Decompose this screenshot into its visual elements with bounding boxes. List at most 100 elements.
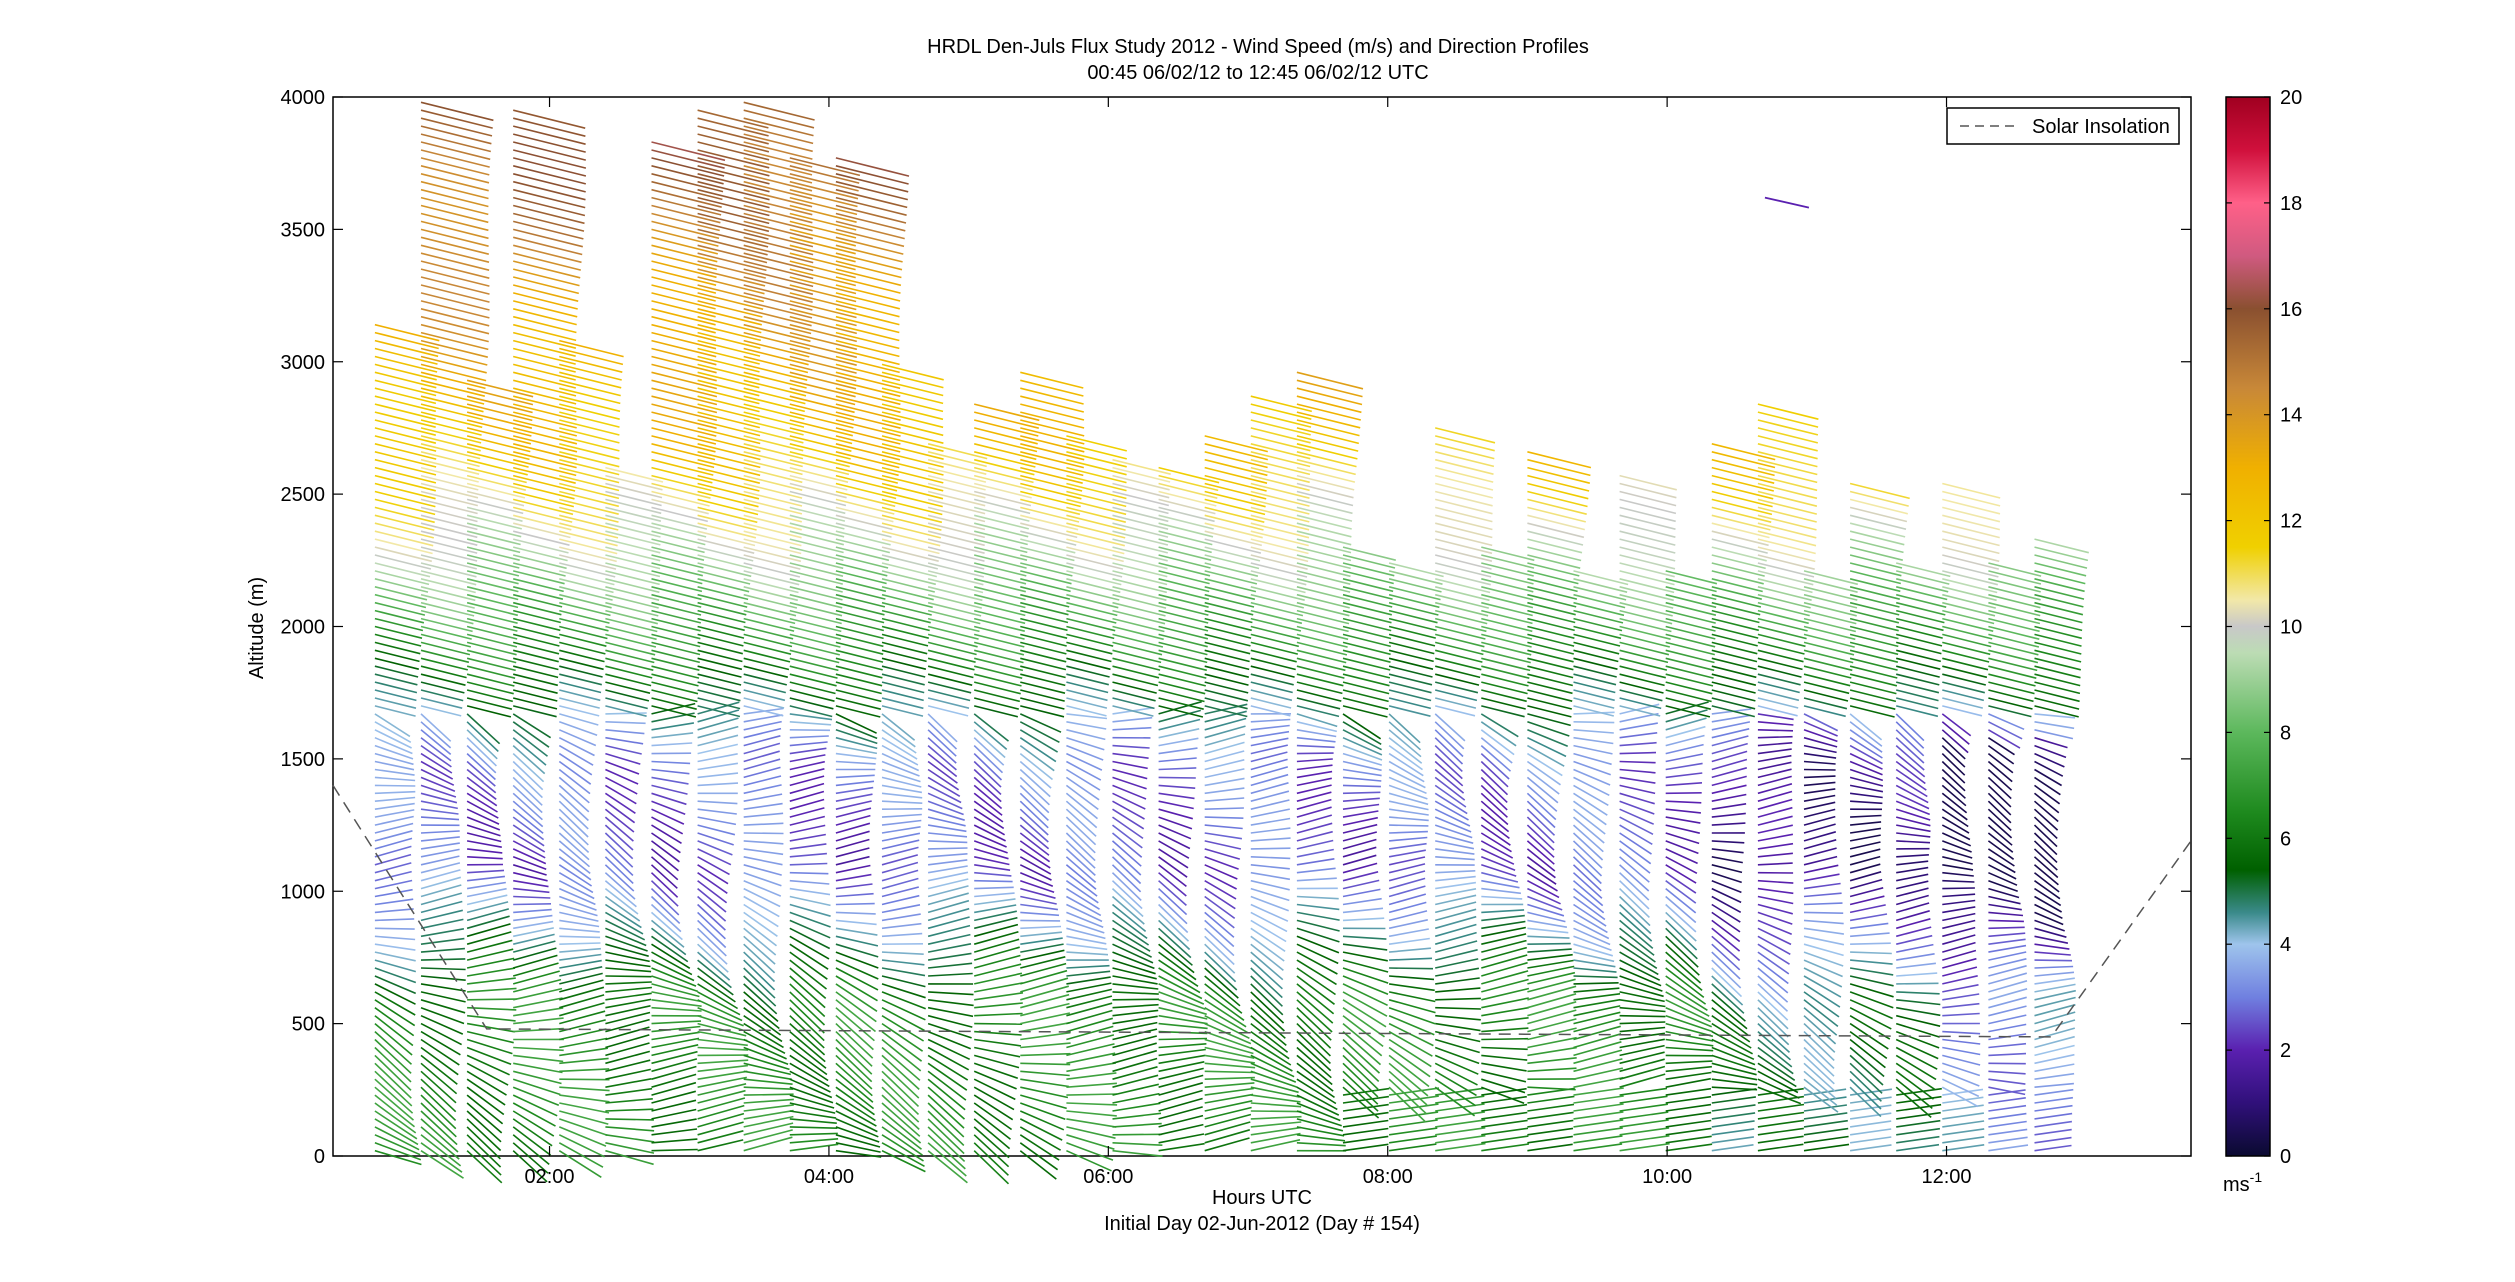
- legend-frame: [1946, 107, 2180, 145]
- wind-barb: [1942, 1128, 1985, 1136]
- wind-barb: [1296, 830, 1333, 842]
- wind-barb: [881, 1078, 920, 1115]
- wind-barb: [1112, 617, 1165, 633]
- wind-barb: [1066, 697, 1108, 709]
- wind-barb: [1250, 570, 1307, 586]
- wind-barb: [2034, 1072, 2075, 1080]
- wind-barb: [1481, 697, 1526, 710]
- wind-barb: [1896, 943, 1934, 953]
- wind-barb: [1158, 506, 1215, 523]
- wind-barb: [927, 625, 979, 640]
- wind-barb: [1435, 522, 1493, 539]
- wind-barb: [1757, 530, 1817, 547]
- wind-barb: [927, 1110, 965, 1146]
- wind-barb: [651, 824, 682, 844]
- wind-barb: [605, 951, 650, 963]
- wind-barb: [1434, 760, 1464, 787]
- wind-barb: [1158, 466, 1220, 484]
- wind-barb: [1296, 609, 1350, 625]
- wind-barb: [927, 641, 977, 656]
- wind-barb: [1895, 808, 1931, 821]
- wind-barb: [1388, 885, 1426, 898]
- wind-barb: [1803, 601, 1857, 617]
- wind-barb: [1942, 578, 1998, 594]
- wind-barb: [1942, 949, 1977, 961]
- wind-barb: [1204, 999, 1247, 1028]
- wind-barb: [1526, 864, 1557, 885]
- wind-barb: [743, 593, 798, 609]
- wind-barb: [651, 482, 711, 499]
- wind-barb: [420, 276, 490, 295]
- wind-barb: [1250, 935, 1285, 962]
- wind-barb: [651, 363, 717, 382]
- wind-barb: [835, 814, 871, 826]
- wind-barb: [651, 951, 693, 976]
- wind-barb: [513, 427, 578, 445]
- wind-barb: [789, 1132, 838, 1136]
- wind-barb: [789, 999, 825, 1034]
- wind-barb: [1757, 729, 1794, 732]
- wind-barb: [1573, 1103, 1624, 1112]
- wind-barb: [1711, 803, 1747, 810]
- wind-barb: [789, 649, 840, 664]
- wind-barb: [1435, 881, 1477, 890]
- wind-barb: [604, 784, 637, 805]
- wind-barb: [1481, 987, 1530, 1001]
- wind-barb: [374, 530, 434, 547]
- wind-barb: [1803, 1086, 1839, 1113]
- wind-barb: [2034, 649, 2082, 663]
- wind-barb: [697, 824, 736, 836]
- wind-barb: [1065, 792, 1099, 820]
- wind-barb: [1896, 999, 1941, 1006]
- wind-barb: [1711, 443, 1776, 461]
- wind-barb: [1204, 768, 1245, 779]
- wind-barb: [1388, 689, 1432, 702]
- wind-barb: [513, 649, 559, 663]
- wind-barb: [1020, 969, 1068, 985]
- wind-barb: [467, 869, 505, 874]
- wind-barb: [1112, 681, 1157, 694]
- wind-barb: [1204, 880, 1237, 900]
- wind-barb: [1757, 748, 1792, 755]
- wind-barb: [1619, 705, 1661, 717]
- wind-barb: [1204, 506, 1265, 523]
- wind-barb: [1158, 975, 1203, 1000]
- wind-barb: [789, 887, 831, 896]
- wind-barb: [881, 395, 944, 413]
- wind-barb: [651, 196, 722, 216]
- wind-barb: [374, 546, 432, 563]
- wind-barb: [1942, 1112, 1985, 1120]
- wind-barb: [1527, 903, 1565, 917]
- wind-barb: [2034, 1096, 2074, 1104]
- wind-barb: [881, 443, 944, 460]
- wind-barb: [697, 967, 734, 996]
- wind-barb: [1066, 681, 1109, 694]
- wind-barb: [1665, 959, 1703, 992]
- wind-barb: [2034, 996, 2076, 1009]
- wind-barb: [1480, 800, 1509, 826]
- wind-barb: [927, 474, 986, 491]
- wind-barb: [743, 292, 813, 311]
- wind-barb: [2034, 601, 2084, 616]
- wind-barb: [1434, 1054, 1479, 1075]
- wind-barb: [974, 570, 1027, 585]
- wind-barb: [789, 689, 835, 702]
- wind-barb: [1711, 554, 1766, 570]
- wind-barb: [1711, 522, 1770, 539]
- wind-barb: [1988, 1070, 2026, 1075]
- wind-barb: [1296, 451, 1357, 468]
- wind-barb: [1342, 633, 1391, 648]
- wind-barb: [513, 498, 574, 516]
- wind-barb: [881, 546, 939, 562]
- wind-barb: [651, 991, 701, 1003]
- wind-barb: [512, 713, 552, 739]
- wind-barb: [1296, 999, 1333, 1033]
- wind-barb: [1066, 665, 1110, 678]
- wind-barb: [697, 474, 760, 492]
- wind-barb: [1987, 792, 2012, 816]
- wind-barb: [512, 1134, 550, 1166]
- wind-barb: [1527, 689, 1573, 702]
- wind-barb: [374, 951, 416, 962]
- wind-barb: [743, 758, 781, 771]
- wind-barb: [1112, 705, 1154, 717]
